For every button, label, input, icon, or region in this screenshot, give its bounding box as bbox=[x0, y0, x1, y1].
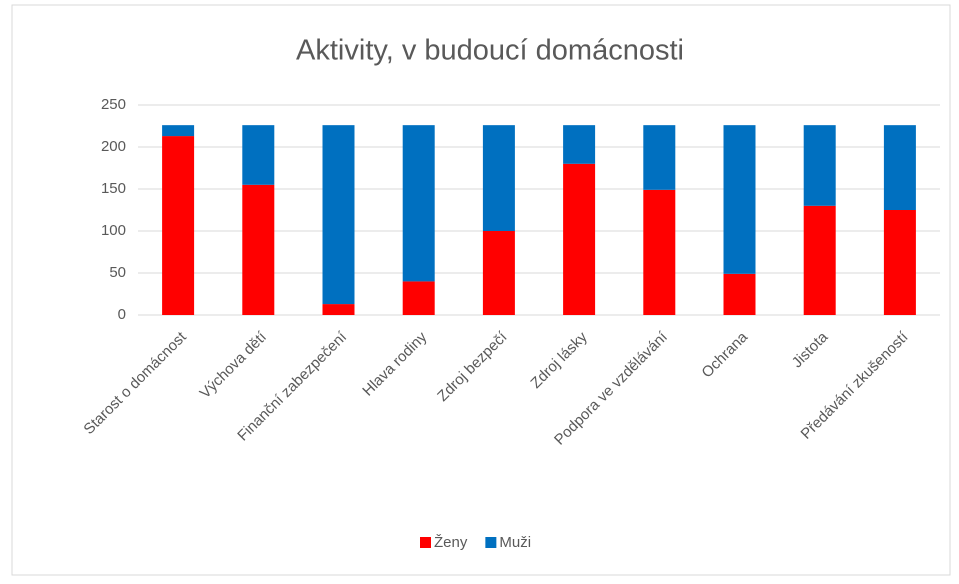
bar-segment bbox=[723, 125, 756, 274]
legend-swatch bbox=[485, 537, 497, 548]
bar-segment bbox=[803, 205, 836, 315]
legend-label: Muži bbox=[499, 534, 531, 551]
bar-segment bbox=[482, 231, 515, 315]
bar-segment bbox=[723, 273, 756, 315]
bar-segment bbox=[162, 125, 195, 137]
bar-segment bbox=[162, 136, 195, 315]
bar-segment bbox=[803, 125, 836, 206]
chart-title: Aktivity, v budoucí domácnosti bbox=[296, 35, 684, 67]
y-tick-label: 50 bbox=[109, 264, 126, 281]
bar-segment bbox=[402, 281, 435, 315]
bar-segment bbox=[242, 125, 275, 185]
legend-label: Ženy bbox=[434, 534, 468, 551]
bar-segment bbox=[322, 125, 355, 305]
y-tick-label: 150 bbox=[101, 180, 126, 197]
y-tick-label: 200 bbox=[101, 138, 126, 155]
y-tick-label: 250 bbox=[101, 96, 126, 113]
bar-segment bbox=[643, 125, 676, 190]
bar-segment bbox=[883, 125, 916, 210]
bar-segment bbox=[883, 210, 916, 315]
bar-segment bbox=[482, 125, 515, 231]
legend-swatch bbox=[420, 537, 431, 548]
bar-segment bbox=[563, 163, 596, 315]
bar-segment bbox=[563, 125, 596, 164]
bar-segment bbox=[402, 125, 435, 282]
y-tick-label: 100 bbox=[101, 222, 126, 239]
y-tick-label: 0 bbox=[118, 306, 126, 323]
bar-segment bbox=[242, 184, 275, 315]
bar-segment bbox=[643, 189, 676, 315]
bar-segment bbox=[322, 304, 355, 315]
